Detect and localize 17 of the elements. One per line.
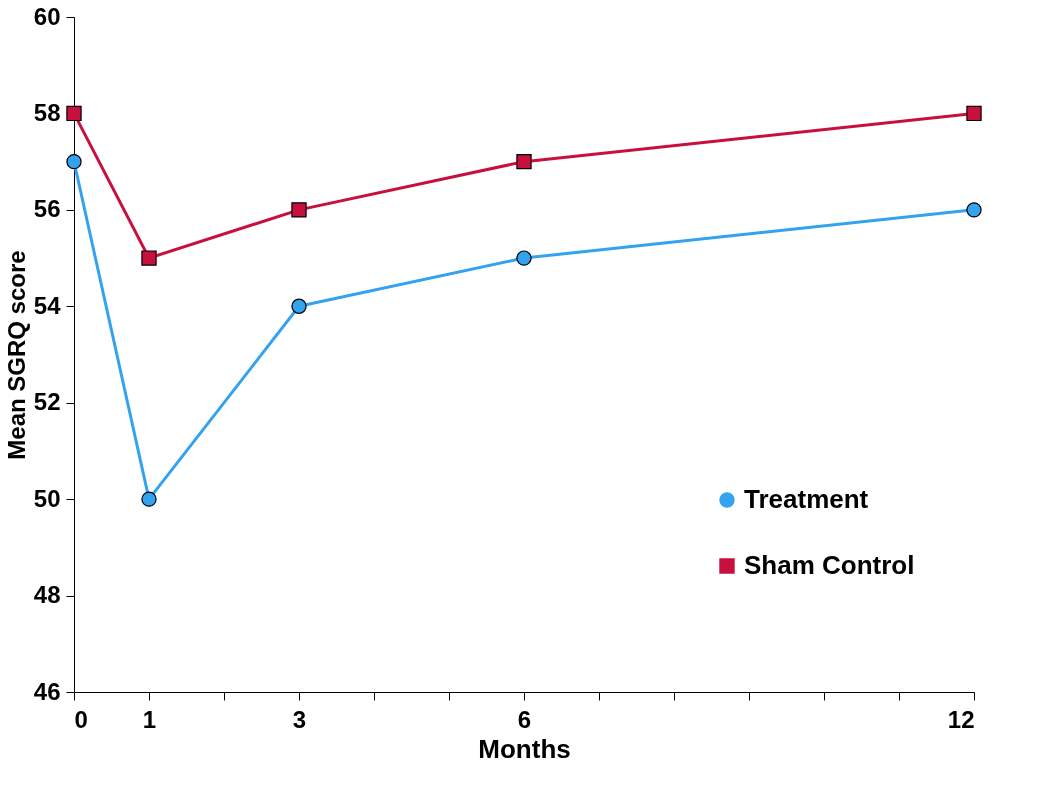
x-tick-label: 3 [292, 705, 307, 733]
y-tick-label: 56 [33, 195, 61, 223]
x-tick-label: 0 [74, 705, 88, 733]
y-tick-label: 60 [33, 2, 61, 30]
x-axis-title: Months [478, 733, 571, 764]
y-tick-label: 58 [33, 98, 61, 126]
x-tick-label: 6 [517, 705, 532, 733]
legend-label: Treatment [744, 484, 869, 514]
y-axis-title: Mean SGRQ score [2, 250, 30, 460]
y-tick-label: 50 [33, 484, 61, 512]
y-tick-label: 46 [33, 677, 61, 705]
y-tick-label: 48 [33, 581, 61, 609]
y-tick-label: 54 [33, 291, 62, 319]
y-tick-label: 52 [33, 388, 61, 416]
x-tick-label: 1 [142, 705, 157, 733]
legend-label: Sham Control [744, 550, 915, 580]
x-tick-label: 12 [947, 705, 975, 733]
